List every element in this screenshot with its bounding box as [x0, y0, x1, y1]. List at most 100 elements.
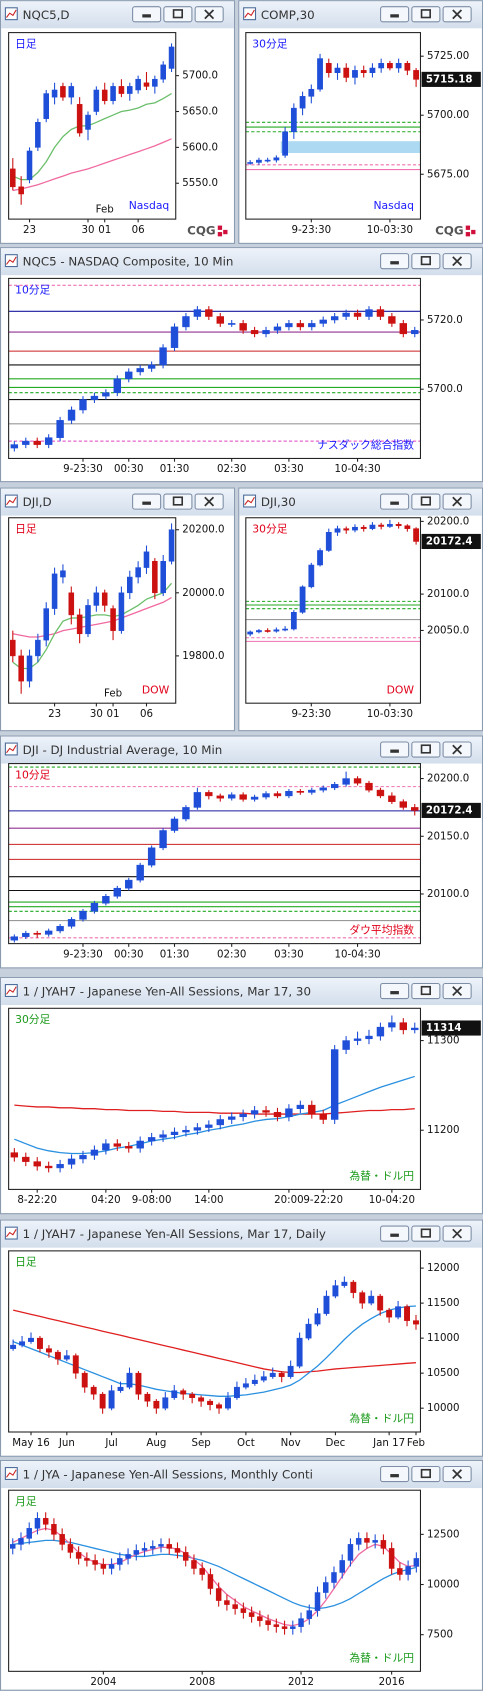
candle-body: [170, 1131, 179, 1135]
candle-body: [63, 1355, 70, 1360]
candle-body: [44, 930, 53, 935]
candle-body: [299, 96, 306, 109]
candle-body: [51, 573, 58, 609]
candle-body: [216, 1119, 224, 1126]
candle-body: [108, 1390, 115, 1409]
candle-body: [182, 316, 190, 328]
candle-body: [90, 1149, 99, 1156]
candle-body: [296, 1104, 305, 1109]
candle-body: [299, 586, 306, 613]
chart-window: NQC5,D 5550.0 5600.0 5650.0 5700.0 23 30 01 06 Fe…: [0, 0, 236, 244]
candle-body: [199, 1568, 205, 1575]
candle-body: [298, 1618, 304, 1627]
candle-body: [319, 787, 327, 791]
candle-body: [143, 551, 150, 568]
candle-body: [387, 63, 393, 69]
candle-body: [90, 395, 99, 400]
y-tick-label: 5675.00: [427, 168, 469, 180]
window-button-restore[interactable]: [411, 1465, 441, 1483]
window-title: DJI,D: [23, 495, 52, 509]
y-tick-label: 11000: [427, 1332, 460, 1344]
candle-body: [399, 323, 408, 335]
candle-body: [182, 1552, 189, 1561]
last-price-tag: 20172.4: [426, 804, 473, 816]
window-button-restore[interactable]: [411, 982, 441, 1000]
x-tick-label: 30: [90, 708, 103, 720]
window-button-restore[interactable]: [163, 493, 193, 510]
zone: [280, 141, 421, 154]
last-price-tag: 20172.4: [426, 535, 473, 547]
y-tick-label: 5720.0: [427, 314, 463, 326]
x-tick-label: May 16: [12, 1437, 49, 1449]
candle-body: [45, 1348, 52, 1353]
candle-body: [143, 82, 150, 87]
button-glyph: [452, 1469, 463, 1479]
candle-body: [264, 159, 271, 162]
x-tick-label: 01: [98, 224, 111, 236]
button-glyph: [420, 1468, 431, 1479]
candle-body: [193, 1127, 202, 1131]
candle-body: [59, 1534, 65, 1545]
candle-body: [240, 1608, 247, 1613]
plot-border: [8, 1489, 422, 1672]
candle-body: [207, 1400, 214, 1405]
candle-body: [56, 1164, 64, 1169]
candle-body: [250, 1110, 259, 1115]
candle-body: [207, 1574, 214, 1589]
window-button-restore[interactable]: [411, 493, 441, 510]
candle-body: [76, 614, 83, 635]
candle-body: [290, 612, 297, 630]
button-glyph: [142, 501, 151, 505]
x-tick-label: 01: [107, 708, 120, 720]
window-button-restore[interactable]: [163, 6, 193, 23]
window-button-restore[interactable]: [411, 6, 441, 23]
candle-body: [411, 807, 419, 811]
x-tick-label: 30: [81, 224, 94, 236]
candle-body: [147, 364, 156, 369]
y-tick-label: 20200.0: [427, 773, 469, 785]
candle-body: [399, 801, 408, 808]
candle-body: [33, 932, 41, 935]
candle-body: [18, 655, 24, 682]
candle-body: [339, 1560, 345, 1573]
candle-body: [225, 1397, 231, 1409]
x-tick-label: 9-23:30: [63, 948, 103, 960]
candle-body: [51, 1524, 57, 1535]
candle-body: [330, 316, 339, 321]
button-glyph: [172, 9, 184, 19]
candle-body: [113, 1143, 122, 1147]
candle-body: [411, 330, 419, 335]
plot-area: [10, 1276, 419, 1414]
candle-body: [43, 608, 50, 641]
candle-body: [308, 88, 315, 97]
y-tick-label: 20150.0: [427, 830, 469, 842]
window-button-restore[interactable]: [411, 1225, 441, 1242]
window-button-restore[interactable]: [411, 253, 441, 270]
window-button-restore[interactable]: [411, 741, 441, 758]
window-frame: [0, 1219, 483, 1457]
candle-body: [228, 794, 236, 799]
window-icon-glyph: [6, 1229, 17, 1238]
candle-body: [256, 159, 262, 163]
candle-body: [160, 561, 166, 594]
candle-body: [323, 1295, 330, 1314]
y-tick-label: 12500: [427, 1528, 460, 1540]
window-icon-glyph: [6, 496, 17, 506]
button-glyph: [390, 749, 399, 753]
x-tick-label: Jan 17: [372, 1437, 405, 1449]
moving-average: [14, 1104, 415, 1115]
candle-body: [166, 1544, 172, 1549]
moving-average: [12, 93, 172, 181]
candle-body: [332, 1285, 339, 1297]
candle-body: [113, 378, 122, 393]
window-icon-glyph: [6, 9, 17, 18]
button-glyph: [204, 9, 215, 20]
logo-mark: [223, 229, 228, 235]
logo: CQG: [187, 223, 215, 237]
candle-body: [182, 807, 190, 820]
watermark: ダウ平均指数: [349, 924, 414, 937]
candle-body: [205, 309, 213, 317]
candle-body: [353, 778, 362, 784]
candle-body: [360, 526, 367, 529]
x-tick-label: 06: [140, 708, 153, 720]
